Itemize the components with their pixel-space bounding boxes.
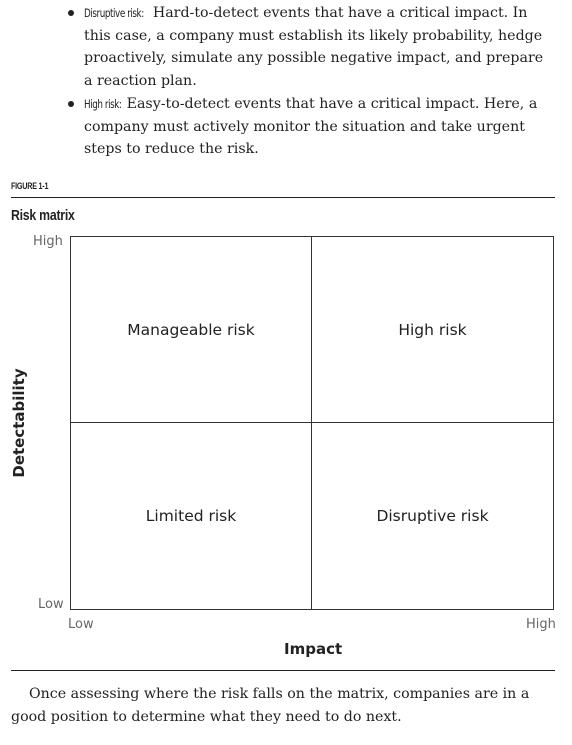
figure-label: FIGURE 1-1 (11, 181, 49, 191)
x-axis-low-label: Low (68, 617, 94, 632)
y-axis-low-label: Low (38, 597, 64, 612)
closing-paragraph: Once assessing where the risk falls on t… (11, 686, 530, 725)
quadrant-label: Disruptive risk (376, 507, 489, 525)
figure-bottom-rule (11, 670, 555, 671)
bullet-text: Easy-to-detect events that have a critic… (84, 96, 538, 157)
bullet-lead: Disruptive risk: (84, 6, 144, 20)
quadrant-label: High risk (398, 320, 467, 339)
bullet-high-risk: High risk: Easy-to-detect events that ha… (68, 93, 554, 161)
quadrant-label: Limited risk (145, 507, 237, 525)
y-axis-high-label: High (33, 234, 63, 249)
figure-title: Risk matrix (11, 207, 75, 224)
quadrant-disruptive-risk: Disruptive risk (312, 423, 553, 609)
bullet-text: Hard-to-detect events that have a critic… (84, 5, 544, 89)
figure-top-rule (11, 197, 555, 198)
x-axis-high-label: High (526, 617, 556, 632)
quadrant-high-risk: High risk (312, 237, 553, 423)
quadrant-limited-risk: Limited risk (71, 423, 312, 609)
x-axis-title: Impact (284, 640, 343, 658)
bullet-disruptive-risk: Disruptive risk: Hard-to-detect events t… (68, 2, 554, 92)
risk-matrix: Manageable risk High risk Limited risk D… (70, 236, 554, 610)
bullet-lead: High risk: (84, 97, 122, 111)
quadrant-label: Manageable risk (127, 320, 255, 339)
quadrant-manageable-risk: Manageable risk (71, 237, 312, 423)
y-axis-title: Detectability (10, 368, 28, 478)
